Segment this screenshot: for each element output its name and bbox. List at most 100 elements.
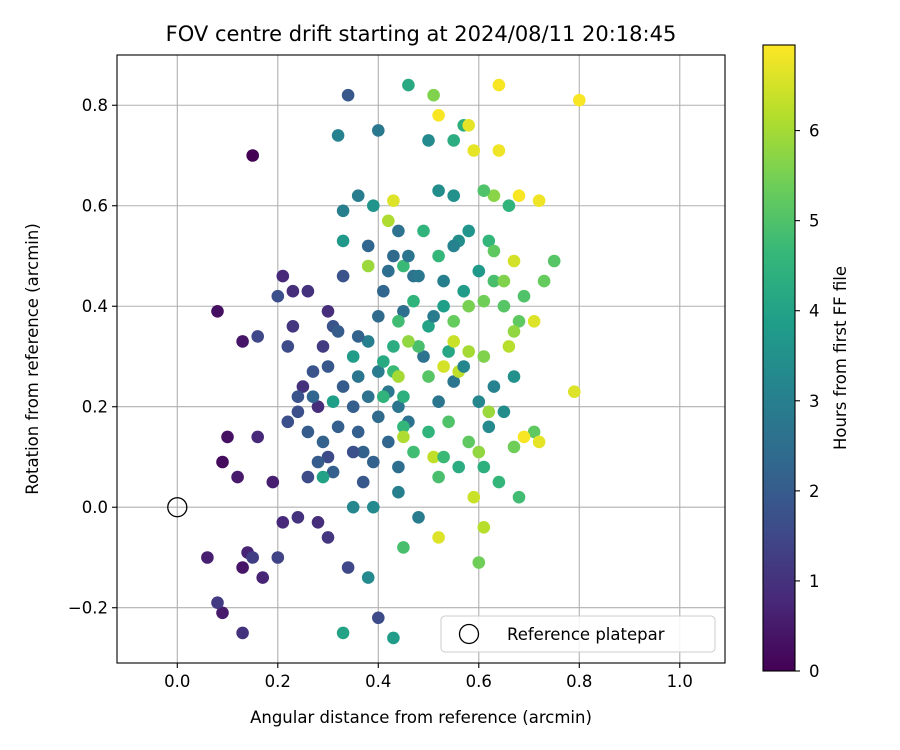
scatter-point — [497, 299, 511, 313]
scatter-point — [367, 455, 380, 469]
scatter-point — [346, 445, 360, 459]
scatter-point — [346, 500, 360, 514]
scatter-point — [221, 430, 234, 444]
scatter-point — [467, 490, 481, 504]
scatter-point — [447, 375, 461, 388]
scatter-point — [432, 249, 445, 263]
scatter-point — [276, 269, 290, 283]
scatter-point — [351, 370, 365, 383]
scatter-point — [532, 435, 546, 449]
scatter-point — [482, 405, 496, 419]
scatter-point — [336, 380, 350, 393]
scatter-point — [437, 274, 450, 288]
colorbar-tick-label: 3 — [809, 392, 820, 411]
scatter-point — [211, 596, 224, 609]
scatter-point — [231, 470, 244, 484]
scatter-point — [377, 390, 390, 404]
scatter-point — [527, 315, 541, 328]
scatter-point — [296, 380, 310, 393]
scatter-point — [402, 335, 415, 348]
scatter-point — [507, 325, 521, 338]
scatter-point — [407, 445, 420, 459]
scatter-point — [397, 430, 410, 444]
scatter-point — [412, 511, 425, 524]
scatter-point — [517, 289, 531, 303]
scatter-point — [477, 460, 491, 474]
scatter-point — [387, 194, 400, 207]
colorbar-tick-label: 5 — [809, 212, 820, 231]
scatter-point — [507, 370, 521, 383]
scatter-point — [311, 400, 325, 414]
scatter-point — [467, 144, 481, 157]
scatter-point — [361, 259, 375, 273]
scatter-point — [497, 405, 511, 419]
scatter-point — [462, 299, 476, 313]
scatter-point — [236, 561, 249, 574]
scatter-point — [361, 335, 375, 348]
scatter-point — [437, 360, 450, 373]
scatter-point — [487, 244, 501, 258]
scatter-point — [331, 325, 345, 338]
x-tick-label: 0.2 — [265, 672, 291, 691]
scatter-point — [492, 78, 506, 92]
scatter-point — [432, 184, 445, 197]
scatter-point — [447, 239, 461, 253]
scatter-point — [372, 310, 385, 323]
scatter-point — [392, 315, 405, 328]
scatter-point — [286, 320, 300, 333]
scatter-point — [527, 425, 541, 439]
x-tick-label: 1.0 — [667, 672, 693, 691]
scatter-point — [457, 284, 471, 298]
colorbar-fill — [763, 45, 795, 671]
scatter-point — [568, 385, 581, 399]
scatter-point — [236, 626, 249, 640]
scatter-point — [361, 390, 375, 404]
reference-platepar-marker — [167, 497, 188, 518]
scatter-point — [532, 194, 546, 207]
scatter-point — [336, 234, 350, 248]
scatter-point — [512, 189, 526, 202]
scatter-point — [276, 516, 290, 529]
scatter-point — [387, 340, 400, 353]
scatter-point — [412, 269, 425, 283]
scatter-point — [316, 340, 330, 353]
colorbar-label: Hours from first FF file — [831, 266, 850, 450]
scatter-point — [336, 269, 350, 283]
scatter-point — [462, 345, 476, 358]
scatter-point — [336, 626, 350, 640]
scatter-point — [472, 395, 486, 409]
legend: Reference platepar — [440, 615, 716, 653]
scatter-point — [507, 254, 521, 268]
scatter-point — [306, 365, 320, 378]
colorbar-tick-label: 2 — [809, 482, 820, 501]
y-tick-label: 0.4 — [82, 297, 108, 316]
legend-entry: Reference platepar — [507, 625, 665, 644]
scatter-point — [432, 395, 445, 409]
y-tick-label: 0.6 — [82, 197, 108, 216]
scatter-point — [477, 294, 491, 308]
scatter-point — [341, 88, 355, 102]
scatter-point — [326, 465, 340, 479]
scatter-point — [477, 521, 491, 534]
scatter-point — [301, 425, 315, 439]
scatter-point — [502, 340, 516, 353]
data-points — [201, 78, 586, 645]
scatter-point — [422, 425, 435, 439]
colorbar-tick-label: 0 — [809, 662, 820, 681]
scatter-point — [382, 264, 395, 278]
scatter-point — [266, 475, 280, 489]
scatter-point — [487, 380, 501, 393]
scatter-point — [487, 274, 501, 288]
scatter-point — [246, 551, 259, 564]
scatter-point — [497, 274, 511, 288]
scatter-point — [377, 355, 390, 368]
scatter-point — [417, 224, 430, 238]
colorbar-tick-label: 1 — [809, 572, 820, 591]
scatter-point — [346, 350, 360, 363]
scatter-point — [311, 455, 325, 469]
scatter-point — [462, 119, 476, 132]
scatter-point — [236, 335, 249, 348]
scatter-point — [281, 415, 295, 429]
scatter-point — [251, 430, 264, 444]
scatter-point — [351, 330, 365, 343]
